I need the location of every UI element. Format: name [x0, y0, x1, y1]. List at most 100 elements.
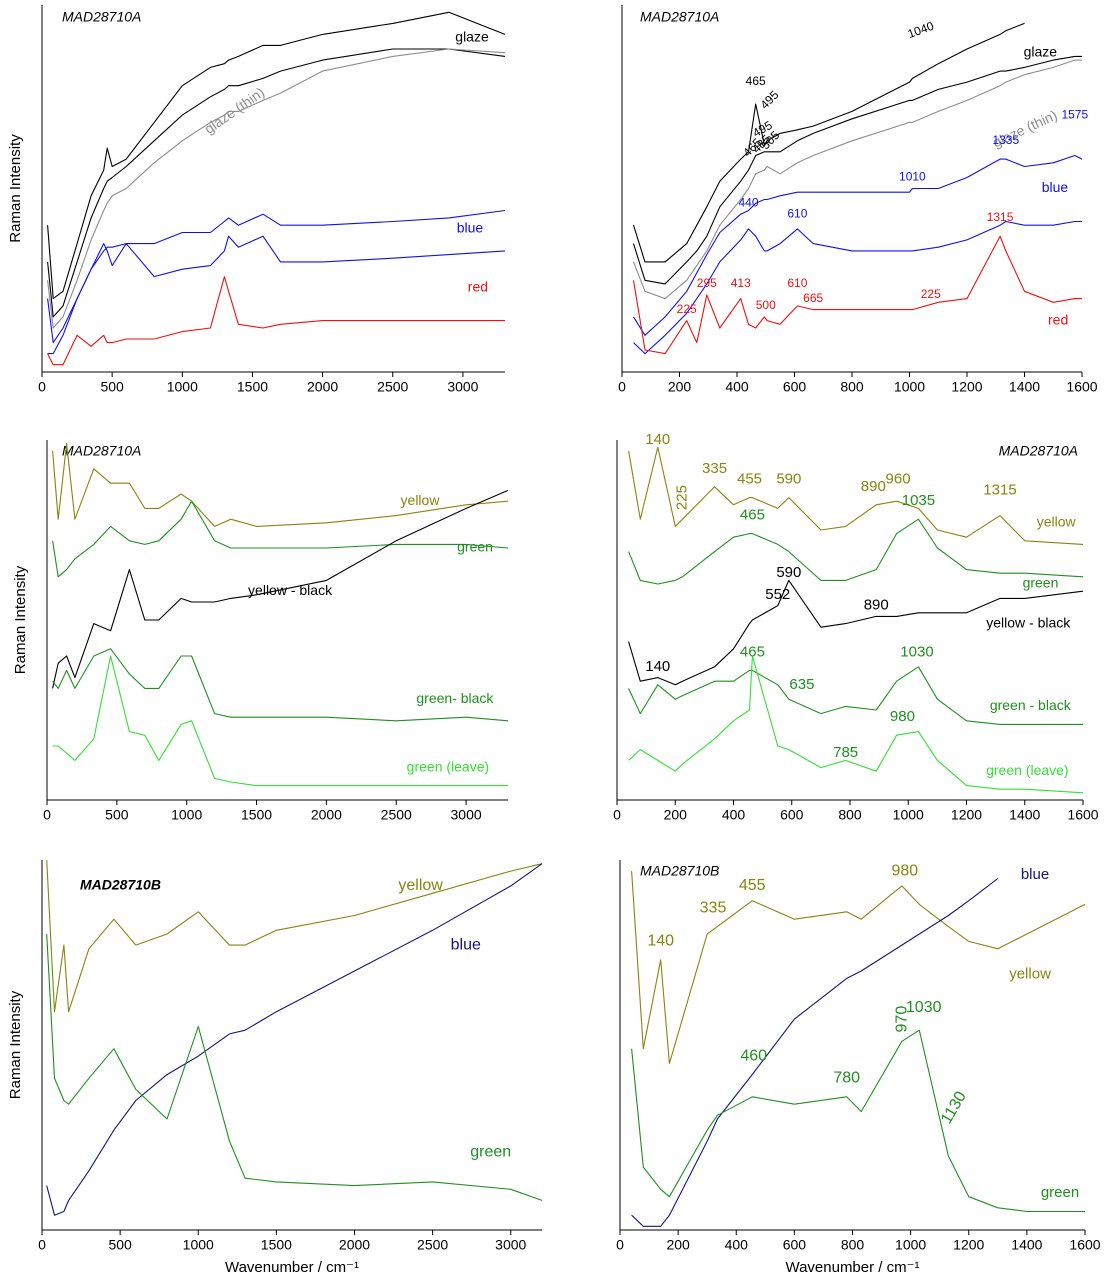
spectrum [52, 443, 509, 527]
spectrum [631, 871, 1086, 1065]
peak-label: 970 [894, 1006, 911, 1033]
spectrum [46, 859, 543, 1013]
peak-label: 1315 [987, 210, 1014, 224]
peak-label: 225 [677, 302, 697, 316]
x-tick-label: 0 [38, 1237, 46, 1253]
spectrum [632, 235, 1082, 355]
series-label: green [1023, 575, 1059, 591]
series-label: green (leave) [407, 758, 490, 774]
peak-label: 1035 [902, 492, 935, 509]
series-label: green [457, 539, 493, 555]
peak-label: 225 [921, 287, 941, 301]
peak-label: 460 [740, 1047, 767, 1064]
x-tick-label: 2500 [381, 807, 412, 823]
peak-label: 500 [756, 298, 776, 312]
x-tick-label: 1400 [1009, 379, 1040, 395]
peak-label: 335 [702, 460, 727, 477]
spectrum [628, 446, 1084, 545]
x-tick-label: 400 [722, 807, 746, 823]
x-tick-label: 200 [668, 379, 692, 395]
x-tick-label: 200 [664, 807, 688, 823]
x-tick-label: 500 [105, 807, 129, 823]
panel-title: MAD28710B [640, 863, 719, 879]
peak-label: 980 [891, 862, 918, 879]
x-tick-label: 1600 [1067, 807, 1098, 823]
x-axis-title: Wavenumber / cm⁻¹ [225, 1259, 359, 1276]
x-tick-label: 1200 [953, 1237, 984, 1253]
x-tick-label: 1000 [167, 379, 198, 395]
spectrum [632, 22, 1025, 263]
spectrum [632, 59, 1082, 300]
series-label: blue [457, 220, 484, 236]
peak-label: 610 [787, 206, 807, 220]
peak-label: 465 [740, 507, 765, 524]
peak-label: 1040 [906, 19, 936, 41]
peak-label: 140 [647, 933, 674, 950]
spectrum [47, 276, 505, 366]
peak-label: 1030 [906, 999, 942, 1016]
peak-label: 465 [740, 643, 765, 660]
x-tick-label: 1400 [1009, 807, 1040, 823]
x-tick-label: 1000 [895, 1237, 926, 1253]
series-label: green- black [416, 690, 494, 706]
x-tick-label: 600 [783, 1237, 807, 1253]
panel-title: MAD28710A [62, 443, 141, 459]
x-tick-label: 800 [840, 379, 864, 395]
spectrum [628, 666, 1083, 725]
peak-label: 1335 [992, 133, 1019, 147]
series-label: blue [1021, 866, 1049, 883]
spectrum [52, 655, 508, 787]
peak-label: 552 [765, 586, 790, 603]
x-tick-label: 2000 [311, 807, 342, 823]
peak-label: 590 [776, 564, 801, 581]
spectrum [52, 648, 509, 722]
y-axis-title: Raman Intensity [12, 565, 29, 674]
peak-label: 440 [738, 195, 758, 209]
spectrum [631, 878, 999, 1227]
spectrum [628, 579, 1084, 686]
x-tick-label: 600 [783, 379, 807, 395]
spectrum [47, 209, 506, 344]
spectrum [47, 48, 506, 318]
peak-label: 610 [787, 276, 807, 290]
x-tick-label: 1200 [951, 807, 982, 823]
spectrum [46, 933, 543, 1201]
peak-label: 225 [674, 485, 691, 510]
peak-label: 455 [739, 877, 766, 894]
peak-label: 465 [746, 74, 766, 88]
peak-label: 295 [697, 276, 717, 290]
x-tick-label: 1400 [1011, 1237, 1042, 1253]
spectrum [628, 518, 1084, 585]
spectrum [47, 48, 506, 329]
series-label: green [470, 1144, 511, 1161]
peak-label: 890 [864, 597, 889, 614]
x-tick-label: 1000 [171, 807, 202, 823]
spectrum [633, 220, 1082, 355]
x-tick-label: 2500 [417, 1237, 448, 1253]
x-tick-label: 3000 [451, 807, 482, 823]
x-tick-label: 1500 [241, 807, 272, 823]
x-tick-label: 600 [780, 807, 804, 823]
y-axis-title: Raman Intensity [7, 990, 24, 1099]
x-tick-label: 800 [841, 1237, 865, 1253]
peak-label: 980 [890, 708, 915, 725]
x-tick-label: 0 [613, 807, 621, 823]
peak-label: 890 [861, 478, 886, 495]
peak-label: 665 [803, 291, 823, 305]
peak-label: 495 [757, 88, 781, 112]
series-label: yellow [398, 877, 443, 894]
peak-label: 1575 [1061, 107, 1088, 121]
x-tick-label: 1200 [951, 379, 982, 395]
peak-label: 1315 [983, 481, 1016, 498]
x-tick-label: 0 [616, 1237, 624, 1253]
x-tick-label: 0 [43, 807, 51, 823]
x-tick-label: 500 [100, 379, 124, 395]
y-axis-title: Raman Intensity [7, 134, 24, 243]
x-tick-label: 1500 [261, 1237, 292, 1253]
peak-label: 635 [789, 676, 814, 693]
peak-label: 413 [731, 276, 751, 290]
series-label: red [1048, 311, 1068, 327]
peak-label: 780 [833, 1070, 860, 1087]
series-label: red [468, 278, 488, 294]
